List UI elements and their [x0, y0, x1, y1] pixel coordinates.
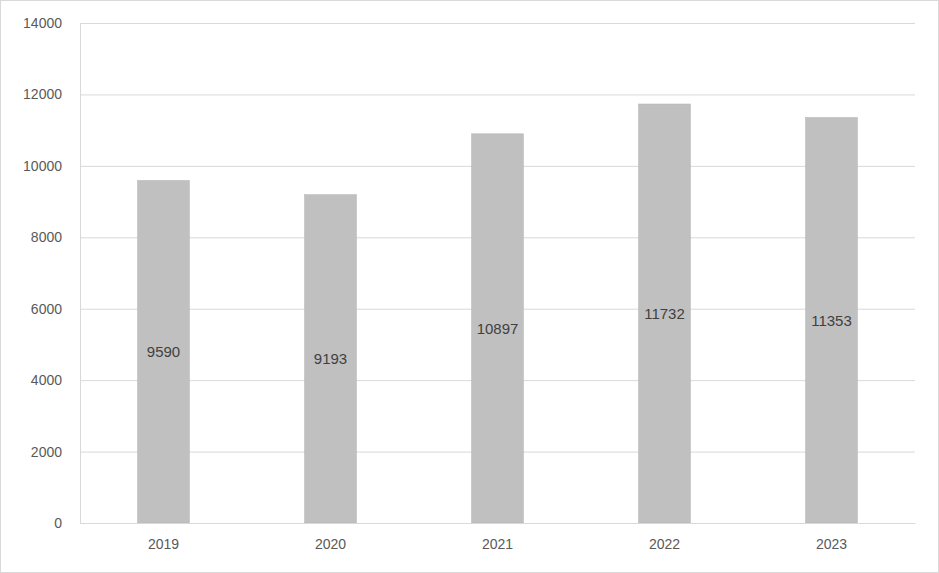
x-tick-label: 2019 — [148, 536, 179, 552]
x-axis-line — [81, 523, 916, 524]
y-tick-label: 8000 — [31, 229, 62, 245]
x-tick: 2020 — [315, 536, 346, 552]
data-label: 11732 — [644, 305, 685, 322]
bar — [806, 118, 858, 523]
y-tick-label: 2000 — [31, 444, 62, 460]
data-labels: 9590 9193 10897 11732 11353 — [147, 305, 852, 367]
x-tick: 2023 — [816, 536, 847, 552]
plot: 0 2000 4000 6000 8000 10000 12000 14000 2019 2020… — [23, 15, 915, 552]
grid-line — [80, 523, 915, 524]
x-tick-label: 2023 — [816, 536, 847, 552]
y-tick-label: 0 — [54, 515, 62, 531]
x-tick: 2022 — [649, 536, 680, 552]
grid-line — [80, 94, 915, 95]
bar — [639, 104, 691, 523]
y-tick-label: 4000 — [31, 372, 62, 388]
chart-frame — [1, 1, 939, 573]
y-tick-label: 12000 — [23, 86, 62, 102]
y-tick: 12000 — [23, 86, 915, 102]
x-tick: 2021 — [482, 536, 513, 552]
bars — [138, 104, 858, 523]
x-tick-label: 2020 — [315, 536, 346, 552]
y-tick: 10000 — [23, 158, 915, 174]
y-axis: 0 2000 4000 6000 8000 10000 12000 14000 — [23, 15, 915, 531]
bar — [472, 134, 524, 523]
data-label: 10897 — [477, 320, 519, 337]
data-label: 9590 — [147, 343, 180, 360]
y-tick-label: 6000 — [31, 301, 62, 317]
x-tick-label: 2021 — [482, 536, 513, 552]
grid-line — [80, 23, 915, 24]
data-label: 11353 — [811, 312, 852, 329]
y-tick: 14000 — [23, 15, 915, 31]
bar — [138, 181, 190, 524]
y-tick-label: 14000 — [23, 15, 62, 31]
x-tick-label: 2022 — [649, 536, 680, 552]
bar — [305, 195, 357, 523]
y-axis-line — [81, 24, 916, 524]
y-tick-label: 10000 — [23, 158, 62, 174]
x-axis: 2019 2020 2021 2022 2023 — [81, 524, 916, 552]
x-tick: 2019 — [148, 536, 179, 552]
chart: 0 2000 4000 6000 8000 10000 12000 14000 2019 2020… — [0, 0, 939, 573]
data-label: 9193 — [314, 350, 347, 367]
